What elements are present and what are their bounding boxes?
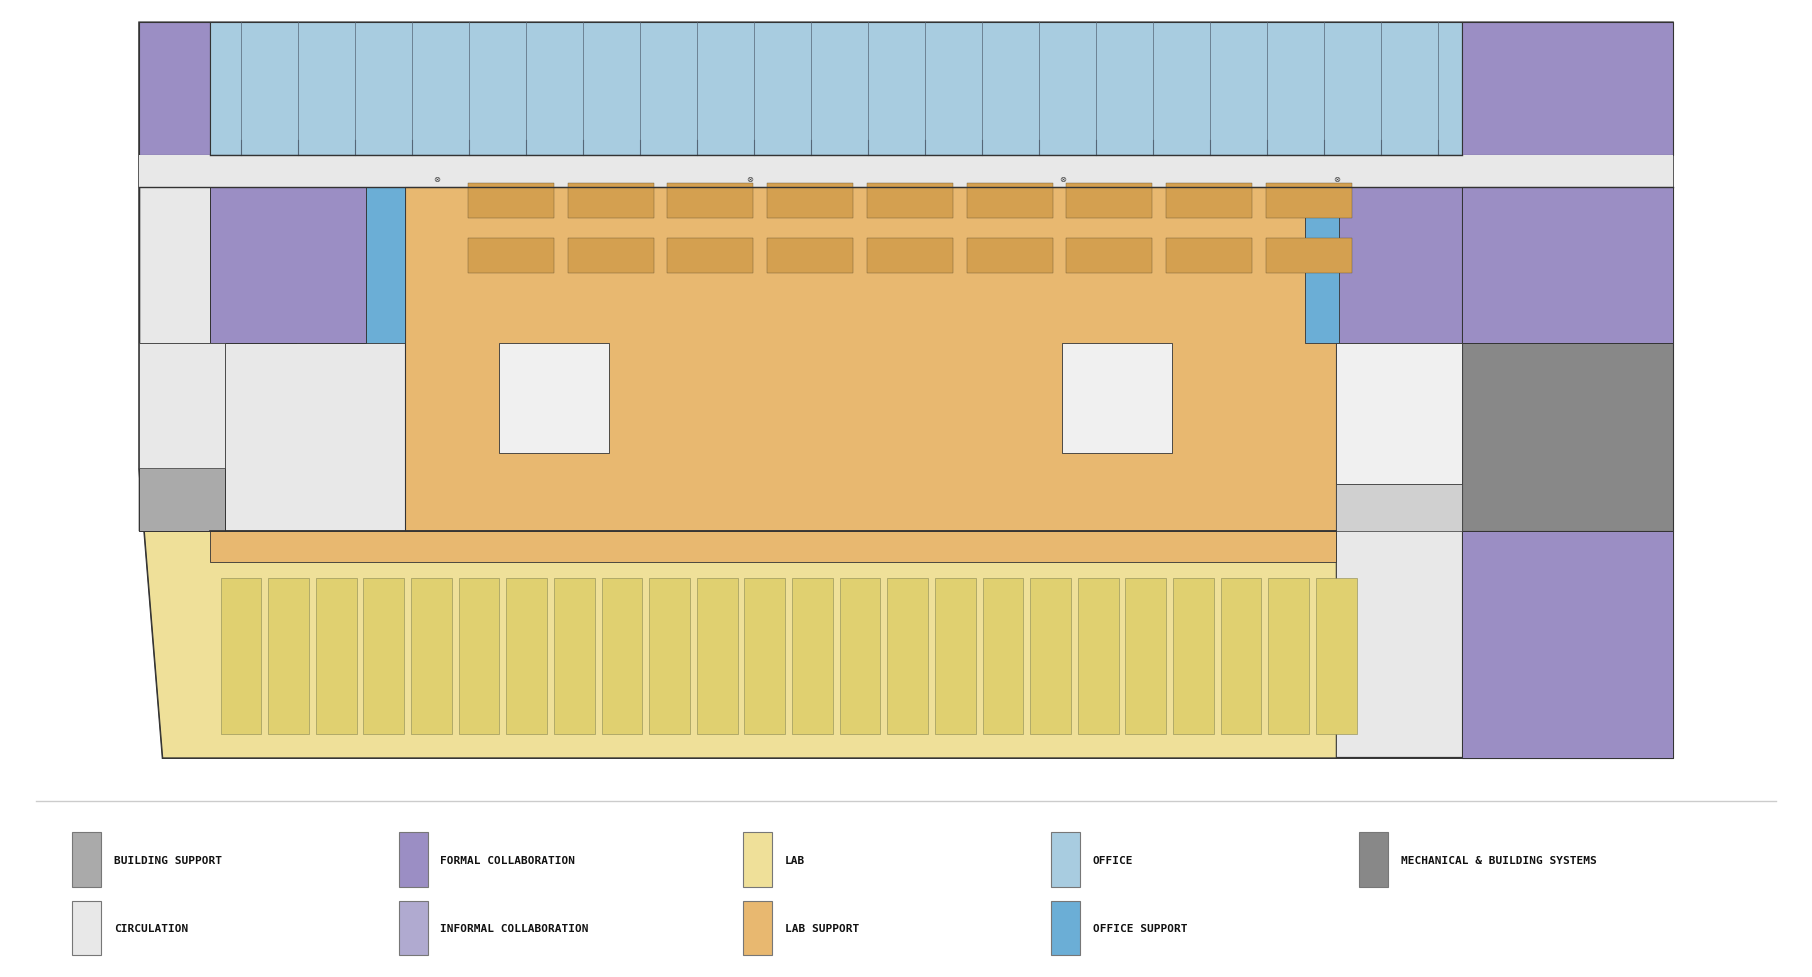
Bar [1167,238,1252,274]
Text: FORMAL COLLABORATION: FORMAL COLLABORATION [440,855,576,865]
Bar [1051,901,1080,956]
Bar [1221,578,1261,735]
Text: ⊗: ⊗ [747,175,754,185]
Bar [567,238,654,274]
Bar [1267,184,1352,219]
Bar [1335,344,1462,485]
Bar [467,238,554,274]
Bar [1267,238,1352,274]
Text: ⊗: ⊗ [1334,175,1339,185]
Bar [498,344,609,453]
Bar [399,901,428,956]
Bar [866,238,953,274]
Bar [1462,188,1672,344]
Bar [554,578,594,735]
Bar [743,832,772,887]
Bar [1125,578,1167,735]
Bar [649,578,690,735]
Bar [210,188,295,344]
Bar [743,901,772,956]
Text: OFFICE: OFFICE [1093,855,1132,865]
Bar [1067,238,1152,274]
Polygon shape [140,23,210,156]
Bar [72,832,101,887]
Text: MECHANICAL & BUILDING SYSTEMS: MECHANICAL & BUILDING SYSTEMS [1401,855,1596,865]
Bar [1051,832,1080,887]
Bar [140,344,225,531]
Bar [935,578,975,735]
Bar [966,238,1053,274]
Bar [792,578,834,735]
Bar [1359,832,1388,887]
Bar [667,238,754,274]
Polygon shape [1462,23,1672,156]
Text: LAB SUPPORT: LAB SUPPORT [785,923,859,933]
Bar [745,578,785,735]
Bar [72,901,101,956]
Bar [140,156,1672,188]
Bar [982,578,1024,735]
Bar [458,578,500,735]
Bar [399,832,428,887]
Text: INFORMAL COLLABORATION: INFORMAL COLLABORATION [440,923,589,933]
Bar [366,188,406,344]
Bar [406,188,1335,531]
Bar [210,188,366,344]
Bar [364,578,404,735]
Bar [888,578,928,735]
Bar [1335,485,1462,531]
Bar [1335,188,1462,344]
Polygon shape [140,23,1672,758]
Text: CIRCULATION: CIRCULATION [114,923,188,933]
Bar [602,578,641,735]
Bar [1167,184,1252,219]
Polygon shape [140,469,1335,758]
Text: ⊗: ⊗ [1058,175,1065,185]
Bar [1172,578,1214,735]
Bar [1067,184,1152,219]
Bar [567,184,654,219]
Bar [766,184,853,219]
Bar [221,578,261,735]
Bar [698,578,737,735]
Bar [315,578,357,735]
Bar [1031,578,1071,735]
Bar [1462,531,1672,758]
Text: BUILDING SUPPORT: BUILDING SUPPORT [114,855,223,865]
Bar [1062,344,1172,453]
Bar [140,344,225,469]
Text: LAB: LAB [785,855,805,865]
Bar [506,578,547,735]
Polygon shape [1462,531,1672,758]
Bar [411,578,451,735]
Bar [1078,578,1118,735]
Bar [1462,188,1672,531]
Bar [1268,578,1308,735]
Bar [210,23,1462,156]
Bar [766,238,853,274]
Bar [839,578,881,735]
Bar [467,184,554,219]
Text: ⊗: ⊗ [433,175,440,185]
Bar [1305,188,1339,344]
Bar [1316,578,1357,735]
Bar [866,184,953,219]
Text: OFFICE SUPPORT: OFFICE SUPPORT [1093,923,1187,933]
Bar [210,531,1335,563]
Bar [667,184,754,219]
Bar [268,578,308,735]
Bar [966,184,1053,219]
